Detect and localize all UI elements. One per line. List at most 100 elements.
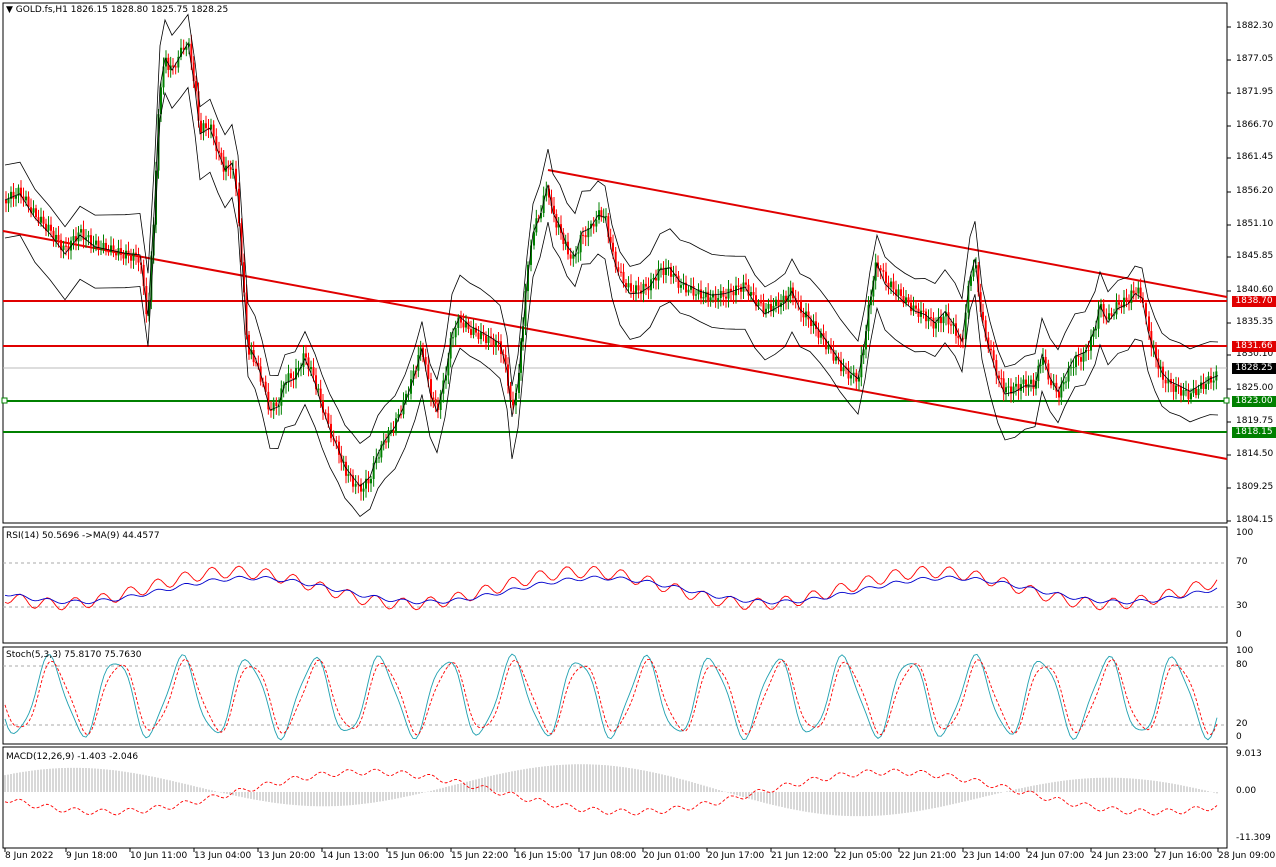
candle-body: [907, 297, 910, 303]
candle-body: [447, 358, 450, 376]
candle-body: [950, 324, 952, 326]
candle-body: [52, 230, 55, 240]
candle-body: [850, 375, 852, 379]
candle-body: [1170, 379, 1172, 384]
indicator-tick-label: 0: [1236, 630, 1242, 640]
candle-body: [462, 322, 465, 328]
candle-body: [858, 377, 860, 382]
candle-body: [222, 156, 225, 172]
candle-body: [80, 229, 82, 233]
candle-body: [762, 302, 765, 314]
candle-body: [449, 338, 452, 359]
candle-body: [25, 196, 27, 201]
candle-body: [900, 289, 902, 297]
macd-label: MACD(12,26,9) -1.403 -2.046: [6, 752, 139, 762]
candle-body: [587, 228, 590, 238]
candle-body: [984, 320, 987, 338]
candle-body: [495, 340, 497, 347]
candle-body: [637, 285, 640, 291]
candle-body: [182, 47, 185, 50]
candle-body: [37, 217, 40, 223]
candle-body: [1125, 297, 1128, 301]
candle-body: [252, 350, 255, 363]
candle-body: [987, 337, 990, 349]
candle-body: [957, 335, 960, 339]
candle-body: [530, 245, 532, 265]
candle-body: [185, 46, 188, 50]
candle-body: [65, 245, 67, 247]
candle-body: [152, 224, 155, 256]
candle-body: [67, 245, 70, 251]
candle-body: [370, 478, 372, 484]
candle-body: [267, 391, 270, 410]
candle-body: [130, 255, 132, 261]
candle-body: [1005, 387, 1007, 393]
candle-body: [760, 302, 762, 304]
candle-body: [1135, 292, 1137, 294]
candle-body: [1075, 355, 1077, 368]
candle-body: [50, 224, 52, 231]
candle-body: [264, 381, 267, 392]
candle-body: [622, 271, 625, 283]
candle-body: [45, 223, 47, 231]
candle-body: [27, 196, 30, 208]
candle-body: [747, 284, 750, 296]
candle-body: [605, 216, 607, 218]
candle-body: [625, 282, 627, 288]
candle-body: [945, 312, 947, 317]
candle-body: [990, 348, 992, 351]
candle-body: [677, 275, 680, 288]
candle-body: [215, 136, 218, 151]
candle-body: [405, 393, 407, 401]
price-level-tag: 1818.15: [1232, 427, 1276, 438]
candle-body: [835, 356, 837, 361]
candle-body: [1030, 379, 1032, 384]
candle-body: [667, 267, 670, 269]
candle-body: [434, 399, 437, 404]
candle-body: [745, 282, 747, 285]
candle-body: [7, 198, 10, 204]
price-tick-label: 1861.45: [1236, 152, 1274, 162]
candle-body: [229, 167, 232, 170]
candle-body: [935, 323, 937, 329]
candle-body: [95, 240, 97, 245]
candle-body: [1212, 380, 1215, 383]
candle-body: [602, 216, 605, 218]
candle-body: [439, 393, 442, 410]
candle-body: [717, 297, 720, 302]
candle-body: [714, 293, 717, 302]
candle-body: [480, 331, 482, 340]
candle-body: [937, 317, 940, 324]
candle-body: [360, 483, 362, 492]
candle-body: [737, 285, 740, 287]
candle-body: [1152, 347, 1155, 349]
candle-body: [1137, 287, 1140, 294]
candle-body: [362, 488, 365, 492]
candle-body: [240, 223, 243, 263]
candle-body: [789, 287, 792, 296]
candle-body: [345, 461, 347, 476]
candle-body: [865, 331, 867, 350]
candle-body: [322, 401, 324, 413]
candle-body: [142, 264, 145, 287]
candle-body: [352, 475, 354, 487]
candle-body: [1037, 365, 1040, 382]
candle-body: [165, 57, 167, 67]
candle-body: [132, 252, 135, 261]
candle-body: [90, 235, 92, 246]
candle-body: [665, 267, 667, 275]
price-tick-label: 1871.95: [1236, 87, 1274, 97]
candle-body: [412, 370, 415, 380]
candle-body: [1128, 300, 1130, 304]
candle-body: [338, 441, 340, 455]
candle-body: [305, 353, 307, 358]
candle-body: [20, 187, 22, 197]
candle-body: [85, 237, 87, 240]
candle-body: [807, 311, 810, 320]
collapse-triangle-icon[interactable]: ▼: [6, 5, 13, 15]
candle-body: [200, 120, 202, 133]
channel-upper-line: [547, 169, 1228, 298]
candle-body: [867, 305, 870, 332]
stoch-signal-line: [4, 658, 1218, 736]
